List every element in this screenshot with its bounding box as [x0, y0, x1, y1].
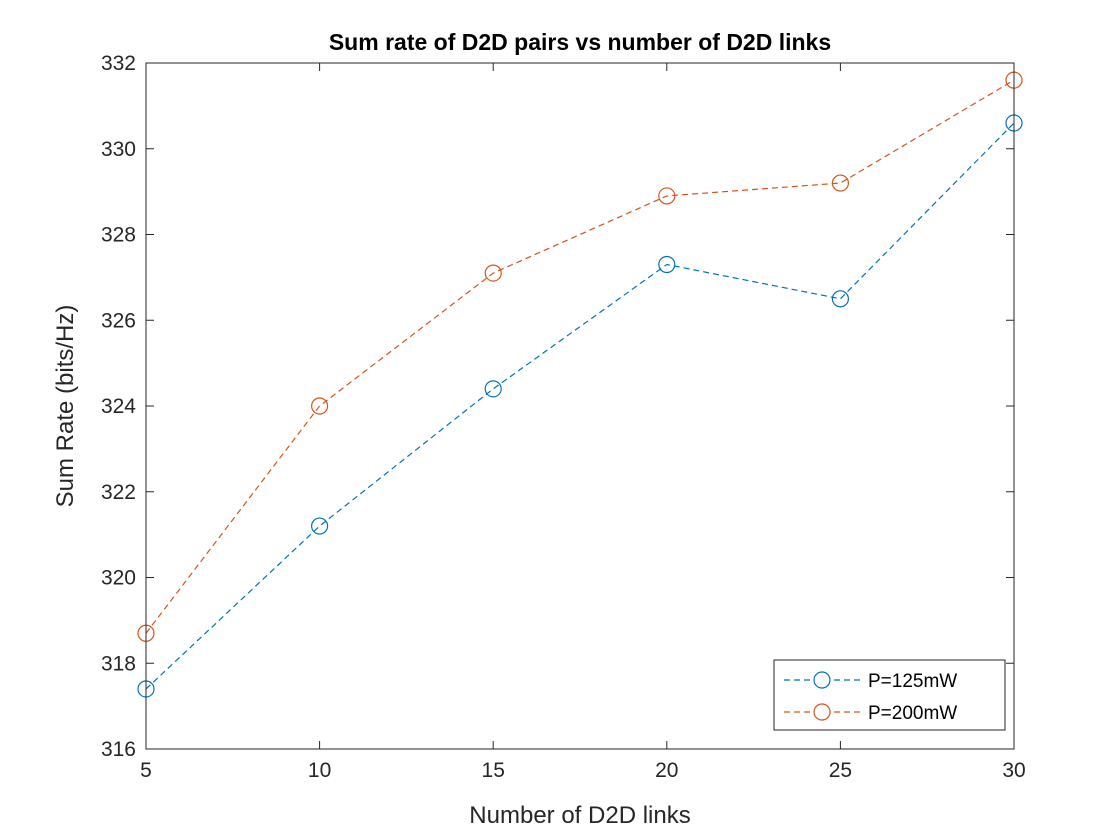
y-tick-label: 316 [101, 738, 136, 761]
x-axis-label: Number of D2D links [469, 802, 690, 829]
legend: P=125mW P=200mW [773, 659, 1006, 731]
series-line-2 [145, 79, 1015, 634]
y-tick-label: 328 [101, 224, 136, 247]
y-tick-label: 332 [101, 52, 136, 75]
x-tick-label: 20 [655, 759, 678, 782]
y-tick-label: 324 [101, 395, 136, 418]
legend-marker-2 [813, 703, 831, 721]
legend-box [773, 659, 1006, 731]
plot-frame [145, 62, 1015, 750]
plot-area [146, 63, 1014, 749]
data-point [831, 290, 850, 308]
data-point [311, 397, 329, 415]
legend-label-2: P=200mW [868, 703, 957, 724]
y-tick-label: 322 [101, 481, 136, 504]
chart-title: Sum rate of D2D pairs vs number of D2D l… [329, 29, 831, 55]
y-tick-label: 326 [101, 309, 136, 332]
data-point [484, 264, 502, 282]
data-point [831, 174, 850, 192]
legend-marker-1 [813, 671, 831, 689]
data-point [658, 255, 676, 274]
x-tick-label: 30 [1002, 759, 1025, 782]
y-axis-label: Sum Rate (bits/Hz) [52, 305, 79, 508]
x-tick-label: 10 [308, 759, 331, 782]
x-tick-label: 15 [482, 759, 505, 782]
axis-ticks: 5 10 15 20 25 30 316 318 320 322 324 326 328 330 332 [101, 52, 1026, 782]
y-tick-label: 318 [101, 652, 136, 675]
x-tick-label: 5 [140, 759, 152, 782]
data-point [658, 187, 676, 205]
data-point [484, 380, 502, 398]
y-tick-label: 330 [101, 138, 136, 161]
data-point [311, 517, 329, 535]
x-tick-label: 25 [829, 759, 852, 782]
y-tick-label: 320 [101, 567, 136, 590]
legend-label-1: P=125mW [868, 671, 957, 692]
series-line-1 [145, 122, 1015, 690]
